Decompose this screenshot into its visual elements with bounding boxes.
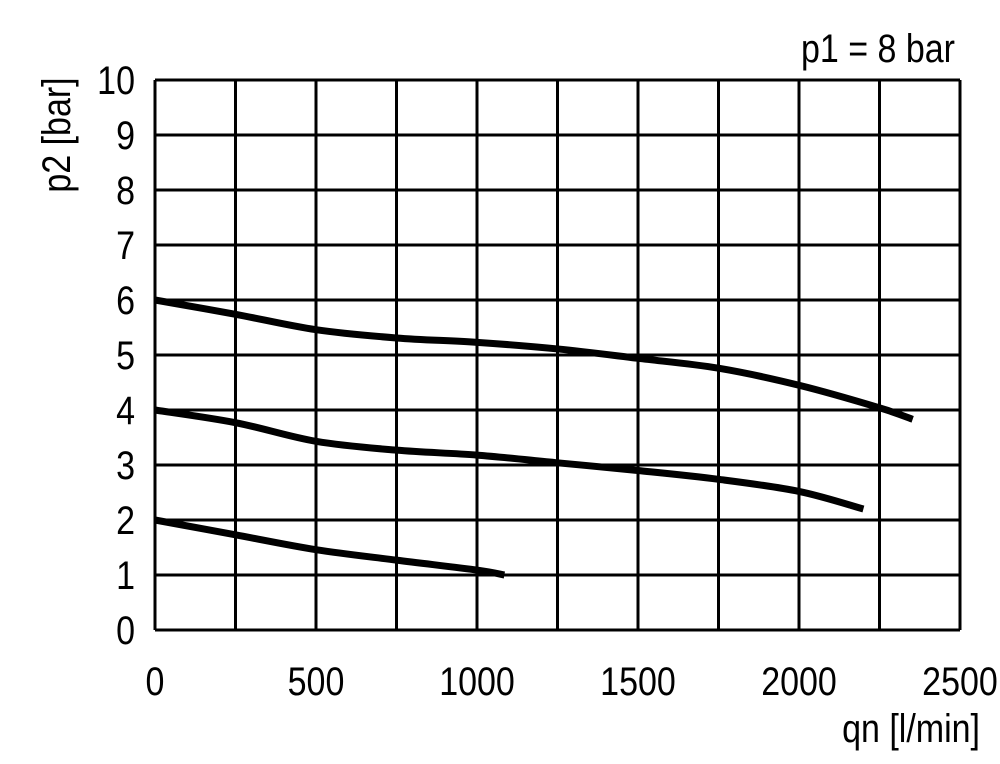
x-tick-label: 0 bbox=[146, 658, 165, 703]
y-tick-label: 6 bbox=[116, 277, 135, 322]
x-tick-label: 1500 bbox=[600, 658, 676, 703]
y-tick-label: 7 bbox=[116, 222, 135, 267]
y-tick-label: 4 bbox=[116, 387, 135, 432]
y-tick-label: 10 bbox=[97, 57, 135, 102]
curves bbox=[154, 296, 914, 579]
grid bbox=[153, 78, 962, 632]
x-tick-label: 500 bbox=[288, 658, 345, 703]
x-tick-label: 2500 bbox=[922, 658, 998, 703]
y-axis-label: p2 [bar] bbox=[33, 77, 78, 192]
y-tick-label: 5 bbox=[116, 332, 135, 377]
chart-title: p1 = 8 bar bbox=[801, 25, 955, 70]
curve-3 bbox=[154, 516, 506, 579]
x-axis-label: qn [l/min] bbox=[842, 705, 980, 750]
curve-2 bbox=[154, 406, 865, 513]
x-tick-label: 2000 bbox=[761, 658, 837, 703]
y-tick-labels: 0 1 2 3 4 5 6 7 8 9 10 bbox=[97, 57, 135, 652]
y-tick-label: 1 bbox=[116, 552, 135, 597]
y-tick-label: 3 bbox=[116, 442, 135, 487]
x-tick-labels: 0 500 1000 1500 2000 2500 bbox=[146, 658, 998, 703]
curve-1 bbox=[154, 296, 914, 423]
x-tick-label: 1000 bbox=[439, 658, 515, 703]
y-tick-label: 0 bbox=[116, 607, 135, 652]
y-tick-label: 2 bbox=[116, 497, 135, 542]
y-tick-label: 9 bbox=[116, 112, 135, 157]
y-tick-label: 8 bbox=[116, 167, 135, 212]
